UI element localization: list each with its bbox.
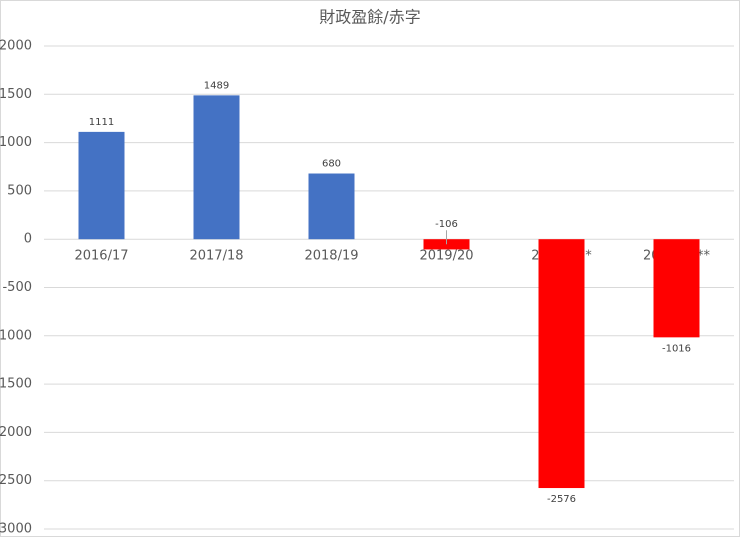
value-label: 1111	[89, 117, 114, 128]
x-tick-label: 2019/20	[419, 249, 473, 264]
y-tick-label: -1500	[0, 377, 32, 392]
y-tick-label: 2000	[0, 39, 32, 54]
x-tick-label: 2017/18	[189, 249, 243, 264]
value-label: -2576	[547, 494, 576, 505]
y-tick-label: 0	[24, 232, 32, 247]
bar	[423, 239, 470, 250]
x-tick-label: 2018/19	[304, 249, 358, 264]
y-tick-label: -3000	[0, 522, 32, 537]
value-label: 680	[322, 159, 341, 170]
y-tick-label: 500	[7, 183, 32, 198]
bar	[308, 173, 355, 240]
bar	[78, 131, 125, 240]
value-label: 1489	[204, 80, 229, 91]
x-tick-label: 2016/17	[74, 249, 128, 264]
chart-title: 財政盈餘/赤字	[319, 8, 420, 27]
y-tick-label: -500	[2, 280, 32, 295]
bar	[653, 239, 700, 338]
y-tick-label: -1000	[0, 328, 32, 343]
bar	[538, 239, 585, 489]
y-tick-label: -2500	[0, 473, 32, 488]
y-tick-label: 1000	[0, 135, 32, 150]
y-tick-label: 1500	[0, 87, 32, 102]
bar	[193, 95, 240, 240]
value-label: -1016	[662, 343, 691, 354]
value-label: -106	[435, 219, 458, 230]
y-tick-label: -2000	[0, 425, 32, 440]
